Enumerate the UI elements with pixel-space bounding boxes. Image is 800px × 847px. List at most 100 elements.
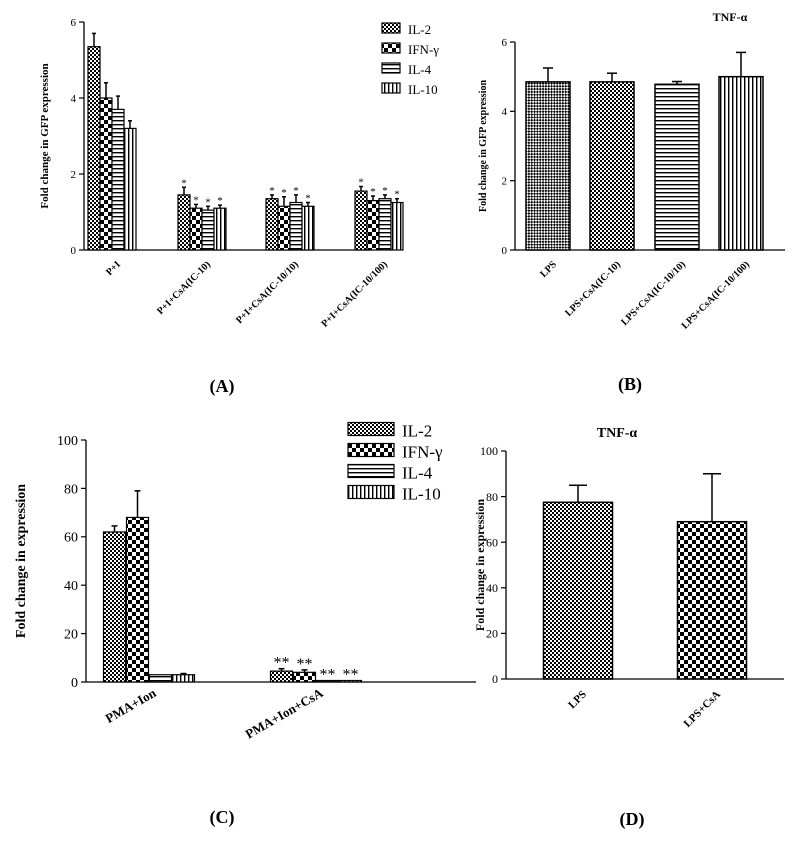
panel-a-significance-mark: *: [358, 177, 364, 189]
panel-c-legend-swatch: [347, 442, 395, 458]
panel-b-bar: [718, 75, 764, 251]
panel-a-significance-mark: *: [293, 185, 299, 197]
panel-c-significance-mark: **: [297, 656, 313, 673]
panel-c-legend-swatch: [347, 484, 395, 500]
panel-label-a: (A): [210, 376, 235, 397]
panel-d-ytick-label: 0: [492, 672, 498, 686]
panel-a-bar-il10: [123, 127, 137, 251]
panel-a-bar-il10: [390, 201, 404, 251]
panel-label-c: (C): [210, 807, 235, 828]
panel-a-legend-label: IFN-γ: [408, 42, 439, 57]
panel-c-legend-label: IL-2: [402, 421, 432, 440]
panel-c-ytick-label: 80: [64, 482, 78, 497]
panel-a-ytick-label: 4: [71, 93, 77, 105]
panel-d-bar: [676, 520, 748, 680]
panel-b-ytick-label: 4: [502, 106, 508, 118]
panel-a-category-label: P+I+CsA(IC-10/100): [320, 259, 390, 329]
panel-c-legend-swatch: [347, 463, 395, 479]
panel-a-bar-ifn: [189, 207, 203, 251]
panel-a-legend-swatch: [381, 62, 401, 74]
panel-b-bar: [525, 81, 571, 251]
panel-a-category-label: P+I+CsA(IC-10): [155, 259, 213, 317]
panel-c-legend-label: IFN-γ: [402, 442, 443, 461]
panel-c-bar-ifn: [292, 671, 317, 683]
panel-c-bar-il2: [269, 670, 294, 683]
panel-b-title: TNF-α: [713, 10, 748, 24]
panel-c-bar-il10: [338, 679, 363, 683]
panel-d-ytick-label: 20: [486, 627, 498, 641]
panel-a-bar-il2: [265, 198, 279, 251]
panel-a-chart: 0 2 4 6 Fold change in GFP expression * * * * * * *…: [39, 17, 439, 330]
panel-b-ytick-label: 2: [502, 176, 508, 188]
panel-a-bar-il2: [87, 46, 101, 251]
panel-c-ytick-label: 0: [71, 676, 78, 691]
panel-a-bar-il10: [301, 205, 315, 251]
panel-b-category-label: LPS+CsA(IC-10/100): [680, 259, 752, 331]
panel-c-y-axis-title: Fold change in expression: [14, 484, 29, 638]
panel-a-legend-swatch: [381, 82, 401, 94]
panel-d-chart: 0 20 40 60 80 100 Fold change in expression LPS…: [473, 426, 784, 730]
panel-c-significance-mark: **: [274, 655, 290, 672]
panel-a-legend-swatch: [381, 22, 401, 34]
panel-a-significance-mark: *: [305, 193, 311, 205]
panel-b-category-label: LPS+CsA(IC-10): [563, 259, 623, 319]
panel-a-significance-mark: *: [193, 194, 199, 206]
panel-c-chart: 0 20 40 60 80 100 Fold change in expression ** *…: [14, 421, 476, 742]
panel-c-legend: IL-2 IFN-γ IL-4 IL-10: [347, 421, 443, 503]
panel-c-bar-ifn: [125, 516, 150, 683]
panel-c-bar-il4: [148, 674, 173, 683]
panel-a-significance-mark: *: [394, 189, 400, 201]
panel-label-b: (B): [618, 374, 642, 395]
panel-b-category-label: LPS: [538, 259, 559, 280]
panel-a-ytick-label: 6: [71, 17, 77, 29]
panel-c-legend-label: IL-10: [402, 484, 441, 503]
panel-a-bar-il4: [378, 198, 392, 251]
panel-c-ytick-label: 20: [64, 628, 78, 643]
panel-a-y-axis-title: Fold change in GFP expression: [39, 63, 51, 208]
panel-b-bar: [589, 81, 635, 251]
panel-a-bar-il2: [177, 194, 191, 251]
panel-a-significance-mark: *: [281, 187, 287, 199]
panel-b-bar: [654, 83, 700, 251]
panel-b-ytick-label: 6: [502, 37, 508, 49]
panel-b-category-label: LPS+CsA(IC-10/10): [619, 259, 688, 328]
panel-c-legend-swatch: [347, 421, 395, 437]
panel-a-category-label: P+I+CsA(IC-10/10): [234, 259, 301, 326]
panel-d-category-label: LPS: [566, 688, 589, 711]
panel-c-ytick-label: 60: [64, 531, 78, 546]
panel-a-bar-ifn: [366, 200, 380, 251]
panel-a-bar-ifn: [99, 97, 113, 251]
panel-c-ytick-label: 40: [64, 579, 78, 594]
panel-c-significance-mark: **: [343, 667, 359, 684]
panel-a-legend: IL-2 IFN-γ IL-4 IL-10: [381, 22, 439, 97]
panel-a-legend-label: IL-4: [408, 62, 432, 77]
panel-d-ytick-label: 60: [486, 535, 498, 549]
panel-c-bar-il10: [171, 674, 196, 683]
panel-a-legend-label: IL-2: [408, 22, 431, 37]
panel-d-bar: [542, 501, 614, 680]
panel-a-ytick-label: 0: [71, 245, 77, 257]
panel-label-d: (D): [620, 809, 645, 830]
panel-c-category-label: PMA+Ion: [103, 685, 159, 726]
panel-c-legend-label: IL-4: [402, 463, 433, 482]
panel-d-title: TNF-α: [597, 426, 638, 441]
panel-a-legend-label: IL-10: [408, 82, 438, 97]
panel-a-bar-ifn: [277, 205, 291, 251]
panel-a-category-label: P+I: [104, 259, 123, 278]
panel-b-ytick-label: 0: [502, 245, 508, 257]
panel-a-significance-mark: *: [181, 177, 187, 189]
panel-c-bar-il2: [102, 531, 127, 683]
panel-a-significance-mark: *: [217, 195, 223, 207]
panel-c-bar-il4: [315, 679, 340, 683]
panel-a-bar-il4: [201, 209, 215, 251]
panel-a-significance-mark: *: [269, 185, 275, 197]
panel-d-ytick-label: 80: [486, 490, 498, 504]
panel-a-bar-il10: [213, 207, 227, 251]
panel-d-ytick-label: 40: [486, 581, 498, 595]
panel-d-ytick-label: 100: [480, 444, 498, 458]
panel-a-significance-mark: *: [382, 185, 388, 197]
panel-b-y-axis-title: Fold change in GFP expression: [478, 80, 489, 212]
panel-a-legend-swatch: [381, 42, 401, 54]
